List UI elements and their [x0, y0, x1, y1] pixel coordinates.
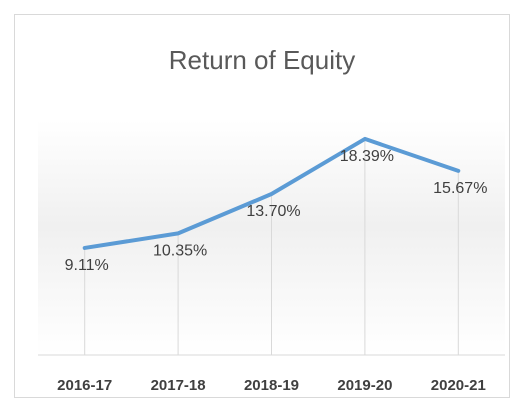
- data-label: 13.70%: [246, 203, 300, 220]
- x-tick-label: 2019-20: [337, 377, 392, 394]
- line-series: [82, 136, 461, 250]
- data-label: 15.67%: [433, 180, 487, 197]
- data-label: 9.11%: [65, 257, 109, 274]
- x-tick-label: 2018-19: [244, 377, 299, 394]
- data-label: 18.39%: [340, 148, 394, 165]
- data-label: 10.35%: [153, 243, 207, 260]
- chart-title: Return of Equity: [169, 45, 355, 75]
- x-tick-label: 2016-17: [57, 377, 112, 394]
- x-tick-label: 2020-21: [431, 377, 486, 394]
- x-tick-label: 2017-18: [151, 377, 206, 394]
